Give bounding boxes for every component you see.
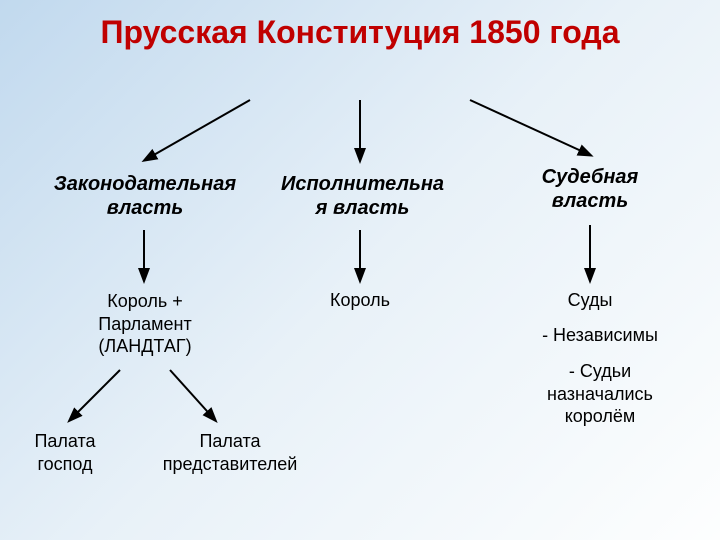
judicial-body: Суды (540, 290, 640, 311)
judicial-note-2: - Судьи назначались королём (520, 360, 680, 428)
executive-body: Король (310, 290, 410, 311)
chamber-representatives: Палата представителей (140, 430, 320, 475)
executive-label: Исполнительна я власть (280, 172, 445, 220)
chamber-lords: Палата господ (20, 430, 110, 475)
legislative-label: Законодательная власть (30, 172, 260, 220)
judicial-label: Судебная власть (510, 165, 670, 213)
judicial-note-1: - Независимы (520, 325, 680, 346)
legislative-body: Король + Парламент (ЛАНДТАГ) (80, 290, 210, 358)
